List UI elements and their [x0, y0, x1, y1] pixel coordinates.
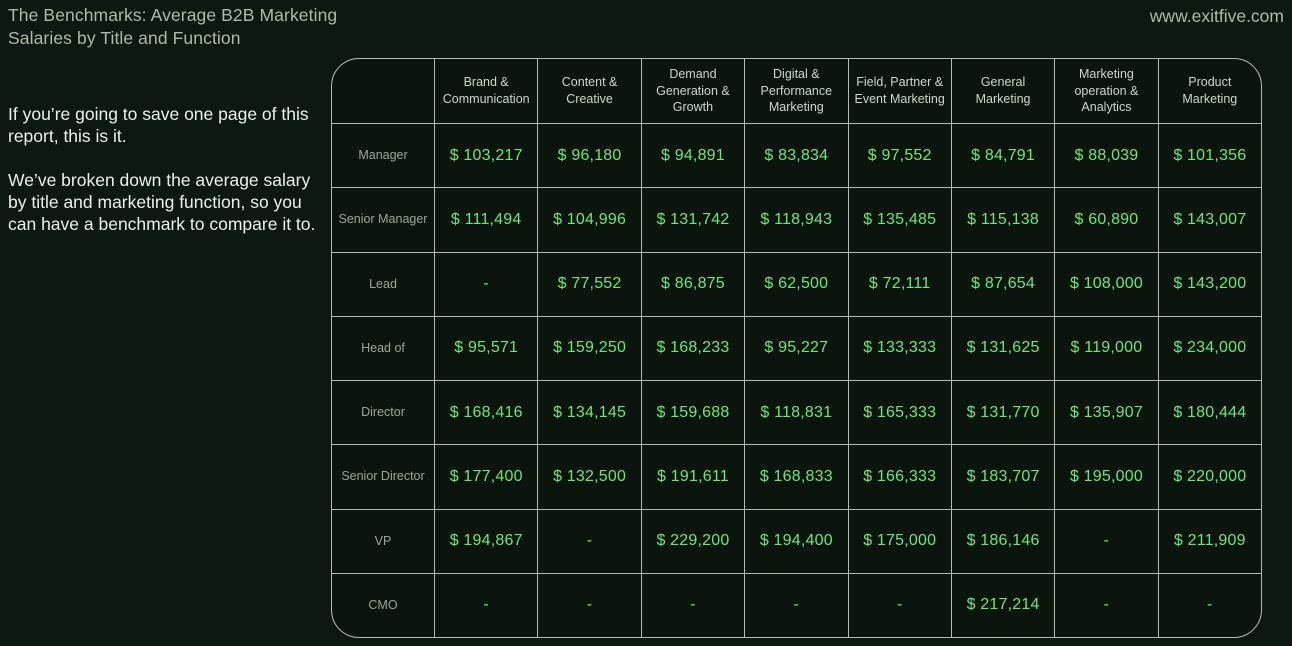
value-cell: $ 234,000	[1158, 316, 1261, 380]
value-cell: $ 101,356	[1158, 124, 1261, 188]
value-cell: -	[435, 252, 538, 316]
value-cell: $ 166,333	[848, 445, 951, 509]
value-cell: $ 168,833	[745, 445, 848, 509]
value-cell: $ 168,233	[641, 316, 745, 380]
value-cell: $ 72,111	[848, 252, 951, 316]
value-cell: -	[641, 573, 745, 637]
value-cell: $ 83,834	[745, 124, 848, 188]
value-cell: $ 131,742	[641, 188, 745, 252]
value-cell: $ 84,791	[951, 124, 1055, 188]
value-cell: $ 119,000	[1055, 316, 1158, 380]
value-cell: $ 143,200	[1158, 252, 1261, 316]
column-header: Brand & Communication	[435, 59, 538, 123]
value-cell: -	[745, 573, 848, 637]
column-header: Marketing operation & Analytics	[1055, 59, 1158, 123]
value-cell: $ 131,770	[951, 381, 1055, 445]
value-cell: $ 133,333	[848, 316, 951, 380]
value-cell: $ 62,500	[745, 252, 848, 316]
value-cell: $ 217,214	[951, 573, 1055, 637]
value-cell: $ 135,907	[1055, 381, 1158, 445]
value-cell: $ 131,625	[951, 316, 1055, 380]
column-header: General Marketing	[951, 59, 1055, 123]
value-cell: $ 95,571	[435, 316, 538, 380]
value-cell: $ 111,494	[435, 188, 538, 252]
value-cell: $ 211,909	[1158, 509, 1261, 573]
value-cell: $ 220,000	[1158, 445, 1261, 509]
value-cell: -	[538, 573, 641, 637]
value-cell: $ 186,146	[951, 509, 1055, 573]
value-cell: $ 175,000	[848, 509, 951, 573]
row-label: Senior Manager	[332, 188, 434, 252]
corner-cell	[332, 59, 434, 123]
row-label: VP	[332, 509, 434, 573]
value-cell: $ 88,039	[1055, 124, 1158, 188]
row-label: Lead	[332, 252, 434, 316]
value-cell: $ 104,996	[538, 188, 641, 252]
value-cell: $ 159,688	[641, 381, 745, 445]
row-label: Director	[332, 381, 434, 445]
column-header: Digital & Performance Marketing	[745, 59, 848, 123]
value-cell: $ 135,485	[848, 188, 951, 252]
row-label: CMO	[332, 573, 434, 637]
site-url: www.exitfive.com	[1149, 6, 1284, 26]
value-cell: $ 86,875	[641, 252, 745, 316]
row-label: Head of	[332, 316, 434, 380]
row-label: Manager	[332, 124, 434, 188]
value-cell: -	[1158, 573, 1261, 637]
value-cell: $ 194,867	[435, 509, 538, 573]
value-cell: $ 191,611	[641, 445, 745, 509]
salary-table: Brand & Communication Content & Creative…	[331, 58, 1262, 638]
value-cell: -	[1055, 573, 1158, 637]
value-cell: $ 94,891	[641, 124, 745, 188]
value-cell: $ 229,200	[641, 509, 745, 573]
value-cell: $ 195,000	[1055, 445, 1158, 509]
value-cell: $ 165,333	[848, 381, 951, 445]
column-header: Field, Partner & Event Marketing	[848, 59, 951, 123]
value-cell: -	[538, 509, 641, 573]
value-cell: $ 118,943	[745, 188, 848, 252]
value-cell: $ 103,217	[435, 124, 538, 188]
page-title: The Benchmarks: Average B2B Marketing Sa…	[8, 5, 338, 48]
value-cell: $ 108,000	[1055, 252, 1158, 316]
value-cell: $ 118,831	[745, 381, 848, 445]
value-cell: -	[1055, 509, 1158, 573]
value-cell: $ 177,400	[435, 445, 538, 509]
value-cell: -	[848, 573, 951, 637]
column-header: Product Marketing	[1158, 59, 1261, 123]
value-cell: $ 96,180	[538, 124, 641, 188]
value-cell: $ 97,552	[848, 124, 951, 188]
value-cell: -	[435, 573, 538, 637]
intro-paragraph-2: We’ve broken down the average salary by …	[8, 170, 316, 235]
value-cell: $ 159,250	[538, 316, 641, 380]
value-cell: $ 134,145	[538, 381, 641, 445]
value-cell: $ 183,707	[951, 445, 1055, 509]
intro-text: If you’re going to save one page of this…	[8, 103, 324, 235]
value-cell: $ 95,227	[745, 316, 848, 380]
column-header: Content & Creative	[538, 59, 641, 123]
value-cell: $ 77,552	[538, 252, 641, 316]
intro-paragraph-1: If you’re going to save one page of this…	[8, 104, 309, 147]
value-cell: $ 180,444	[1158, 381, 1261, 445]
value-cell: $ 87,654	[951, 252, 1055, 316]
row-label: Senior Director	[332, 445, 434, 509]
value-cell: $ 60,890	[1055, 188, 1158, 252]
value-cell: $ 143,007	[1158, 188, 1261, 252]
column-header: Demand Generation & Growth	[641, 59, 745, 123]
value-cell: $ 168,416	[435, 381, 538, 445]
value-cell: $ 115,138	[951, 188, 1055, 252]
value-cell: $ 194,400	[745, 509, 848, 573]
value-cell: $ 132,500	[538, 445, 641, 509]
